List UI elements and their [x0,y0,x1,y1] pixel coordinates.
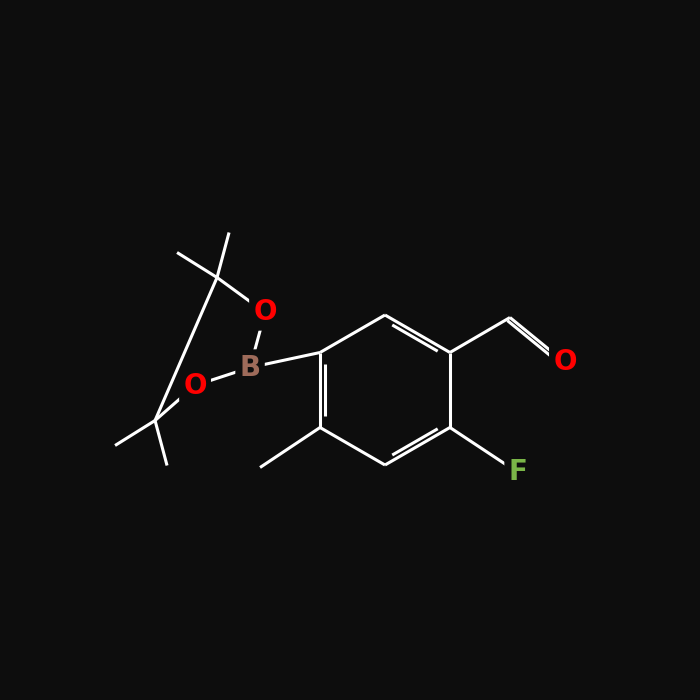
Text: O: O [183,372,206,400]
Text: B: B [239,354,260,382]
Text: F: F [508,458,527,486]
Text: O: O [253,298,276,326]
Text: O: O [553,349,577,377]
